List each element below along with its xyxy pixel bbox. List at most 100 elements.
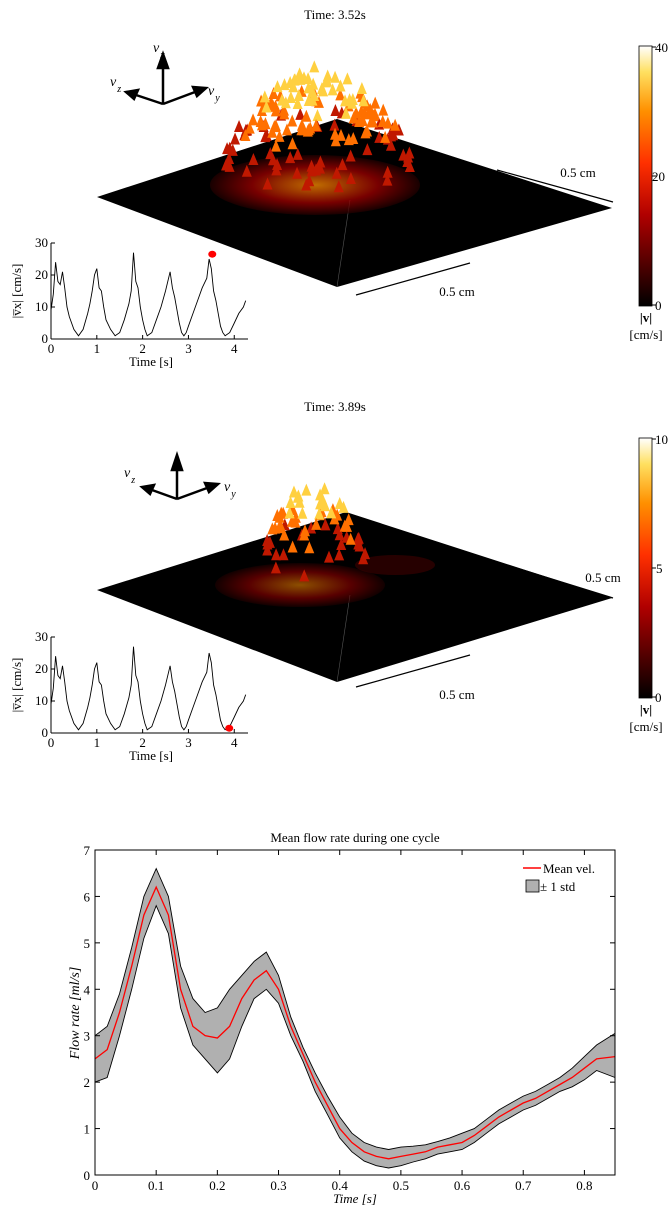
vector-arrow-head [279, 107, 290, 120]
vector-arrow-head [287, 540, 298, 553]
inset-x-tick-label: 1 [94, 735, 101, 750]
scale-bar-1a [496, 169, 614, 203]
panel-1-title: Time: 3.52s [304, 7, 366, 22]
vector-arrow-head [390, 118, 401, 131]
vector-arrow-head [306, 521, 317, 534]
inset-x-tick-label: 4 [231, 735, 238, 750]
vector-arrow-head [270, 561, 281, 574]
vector-arrow-head [248, 113, 259, 126]
y-axis-label: Flow rate [ml/s] [68, 967, 83, 1061]
x-tick-label: 0.3 [270, 1178, 286, 1193]
vector-arrow-head [319, 482, 330, 495]
panel-1: Time: 3.52s vx vz vy 0.5 cm 0.5 cm 40 20… [9, 7, 668, 369]
inset-x-tick-label: 2 [139, 735, 146, 750]
vector-arrow-head [298, 71, 309, 84]
vector-arrow-head [292, 97, 303, 110]
x-tick-label: 0.7 [515, 1178, 532, 1193]
y-tick-label: 2 [84, 1075, 91, 1090]
vector-arrow-head [342, 72, 353, 85]
vector-arrow-head [362, 143, 373, 156]
inset-x-tick-label: 3 [185, 341, 192, 356]
vector-arrow-head [345, 532, 356, 545]
inset-chart-2: 0 1 2 3 4 0 10 20 30 [35, 629, 248, 750]
vector-arrow-head [315, 488, 326, 501]
inset-y-tick-label: 30 [35, 629, 48, 644]
colorbar-1-tick-mid: 20 [652, 169, 665, 184]
vector-arrow-head [335, 79, 346, 92]
vector-arrow-head [315, 497, 326, 510]
x-tick-label: 0.6 [454, 1178, 471, 1193]
vector-arrow-head [274, 129, 285, 142]
vector-arrow-head [314, 507, 325, 520]
x-tick-label: 0.1 [148, 1178, 164, 1193]
vector-arrow-head [385, 138, 396, 151]
vector-arrow-head [301, 483, 312, 496]
vector-arrow-head [299, 569, 310, 582]
vector-arrow-head [248, 152, 259, 165]
vector-arrow-head [378, 103, 389, 116]
inset-current-time-marker [225, 724, 234, 732]
vector-field-base-2 [215, 563, 385, 607]
vector-arrow-head [299, 528, 310, 541]
vector-arrow-head [279, 528, 290, 541]
vector-arrow-head [360, 126, 371, 139]
vector-arrow-head [354, 115, 365, 128]
vector-arrow-head [270, 119, 281, 132]
vector-arrow-head [334, 497, 345, 510]
plot-frame [94, 849, 616, 1176]
vector-arrow-head [345, 149, 356, 162]
panel-2-title: Time: 3.89s [304, 399, 366, 414]
triad-1-vx: vx [153, 41, 165, 61]
vector-field-2 [262, 482, 371, 593]
y-tick-label: 0 [84, 1168, 91, 1183]
vector-arrow-head [272, 80, 283, 93]
vector-arrow-head [240, 129, 251, 142]
x-tick-label: 0.5 [393, 1178, 409, 1193]
std-band-lower-edge [94, 904, 616, 1169]
colorbar-2-tick-top: 10 [655, 432, 668, 447]
inset-x-tick-label: 0 [48, 735, 55, 750]
triad-2-vy: vy [224, 480, 236, 500]
vector-arrow-head [292, 147, 303, 160]
vector-arrow-head [398, 148, 409, 161]
scale-label-1b: 0.5 cm [439, 284, 474, 299]
vector-arrow-head [285, 151, 296, 164]
colorbar-2-tick-mid: 5 [656, 561, 663, 576]
vector-arrow-head [337, 158, 348, 171]
inset-1-ylabel: |v̅x| [cm/s] [9, 264, 24, 319]
vector-arrow-head [311, 119, 322, 132]
vector-arrow-head [241, 164, 252, 177]
inset-x-tick-label: 3 [185, 735, 192, 750]
y-tick-label: 6 [84, 889, 91, 904]
vector-arrow-head [262, 543, 273, 556]
vector-arrow-head [262, 177, 273, 190]
vector-arrow-head [404, 160, 415, 173]
axis-triad-1 [123, 50, 210, 106]
vector-arrow-head [259, 90, 270, 103]
triad-2-vz: vz [124, 466, 135, 486]
vector-arrow-head [306, 164, 317, 177]
inset-current-time-marker [208, 250, 217, 258]
inset-x-tick-label: 1 [94, 341, 101, 356]
vector-arrow-head [309, 60, 320, 73]
vector-arrow-head [280, 96, 291, 109]
vector-arrow-head [356, 82, 367, 95]
vector-arrow-head [333, 180, 344, 193]
vector-arrow-head [281, 123, 292, 136]
vector-arrow-head [256, 103, 267, 116]
vector-arrow-head [307, 85, 318, 98]
vector-arrow-head [272, 157, 283, 170]
vector-arrow-head [340, 106, 351, 119]
vector-arrow-head [285, 496, 296, 509]
vector-arrow-head [234, 120, 245, 133]
triad-1-vz: vz [110, 75, 121, 95]
vector-arrow-head [285, 75, 296, 88]
vector-arrow-head [331, 166, 342, 179]
vector-arrow-head [327, 83, 338, 96]
colorbar-2-unit: [cm/s] [629, 719, 662, 734]
scale-label-2a: 0.5 cm [585, 570, 620, 585]
vector-arrow-head [322, 69, 333, 82]
std-band [95, 868, 615, 1168]
inset-series-line [50, 646, 247, 731]
